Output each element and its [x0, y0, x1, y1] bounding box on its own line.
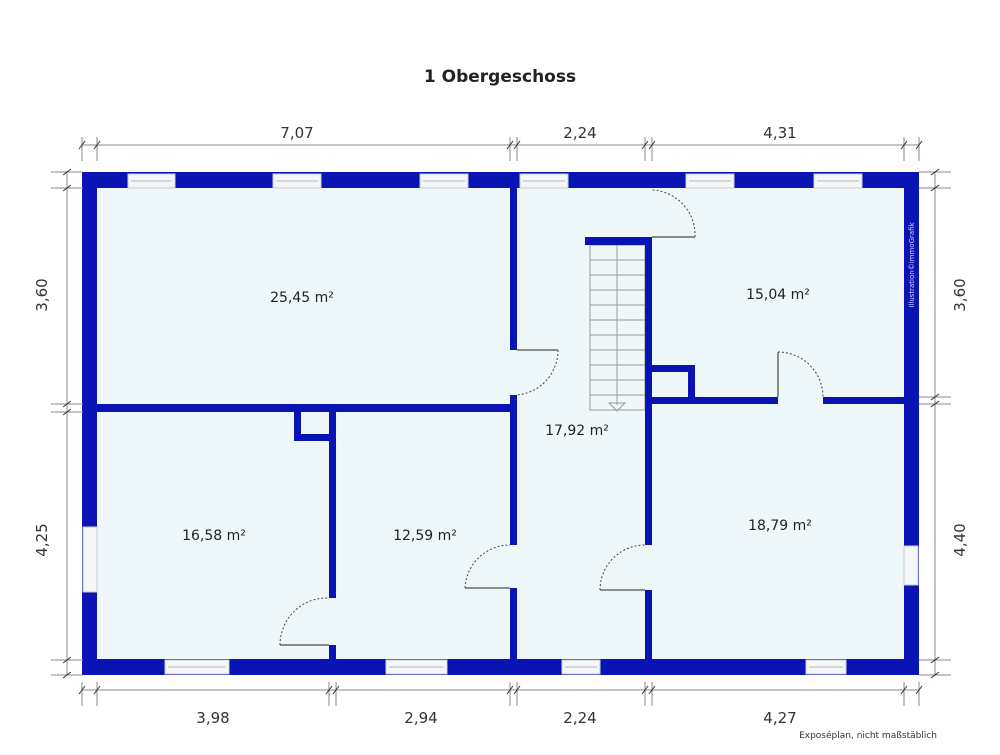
- wall: [82, 659, 919, 675]
- wall: [510, 588, 517, 660]
- dimension-slash: [930, 400, 940, 408]
- dim-top-2: 2,24: [563, 124, 596, 142]
- door-swing-arc: [599, 544, 646, 591]
- floor-area: [97, 188, 904, 660]
- dimension-slash: [648, 685, 656, 695]
- dimension-slash: [506, 140, 514, 150]
- dimension-slash: [900, 685, 908, 695]
- wall: [585, 237, 652, 245]
- caption: Exposéplan, nicht maßstäblich: [799, 730, 937, 741]
- window: [82, 526, 98, 593]
- dimension-slash: [62, 656, 72, 664]
- room-area-label: 17,92 m²: [545, 423, 609, 439]
- door-swing-arc: [279, 597, 330, 646]
- wall: [82, 172, 919, 188]
- dimension-slash: [915, 140, 923, 150]
- dimension-slash: [325, 685, 333, 695]
- dimension-slash: [93, 140, 101, 150]
- dimension-slash: [78, 140, 86, 150]
- windows: [82, 173, 919, 675]
- dim-bottom-3: 2,24: [563, 709, 596, 727]
- room-area-label: 25,45 m²: [270, 290, 334, 306]
- dimension-slash: [930, 393, 940, 401]
- wall: [688, 365, 695, 404]
- dimension-lines: [51, 137, 951, 706]
- room-area-label: 12,59 m²: [393, 528, 457, 544]
- dimension-slash: [506, 685, 514, 695]
- room-area-label: 15,04 m²: [746, 287, 810, 303]
- wall: [294, 404, 331, 411]
- dim-right-1: 3,60: [951, 278, 969, 311]
- dimension-slash: [62, 184, 72, 192]
- dimension-slash: [930, 168, 940, 176]
- dim-left-1: 3,60: [33, 278, 51, 311]
- wall: [510, 188, 517, 350]
- wall: [652, 397, 778, 404]
- watermark: Illustration©immoGrafik: [908, 221, 916, 307]
- stair-arrow-icon: [607, 402, 627, 412]
- dim-bottom-1: 3,98: [196, 709, 229, 727]
- dimension-slash: [62, 168, 72, 176]
- wall: [823, 397, 904, 404]
- dimension-slash: [915, 685, 923, 695]
- dimension-slash: [513, 685, 521, 695]
- dimension-slash: [62, 400, 72, 408]
- dimension-slash: [930, 671, 940, 679]
- wall: [329, 645, 336, 660]
- plan-title: 1 Obergeschoss: [424, 67, 576, 87]
- dim-right-2: 4,40: [951, 523, 969, 556]
- dimension-slash: [93, 685, 101, 695]
- wall: [294, 434, 331, 441]
- room-area-label: 18,79 m²: [748, 518, 812, 534]
- dim-top-1: 7,07: [280, 124, 313, 142]
- room-area-label: 16,58 m²: [182, 528, 246, 544]
- dimension-slash: [930, 184, 940, 192]
- dim-bottom-4: 4,27: [763, 709, 796, 727]
- doors: [279, 189, 824, 646]
- dimension-slash: [641, 685, 649, 695]
- dimension-slash: [900, 140, 908, 150]
- wall: [510, 395, 517, 545]
- dimension-slash: [62, 671, 72, 679]
- door-swing-arc: [516, 349, 559, 396]
- dimension-slash: [641, 140, 649, 150]
- dim-left-2: 4,25: [33, 523, 51, 556]
- door-swing-arc: [651, 189, 696, 238]
- dimension-slash: [78, 685, 86, 695]
- wall: [294, 404, 301, 441]
- wall: [652, 365, 695, 372]
- dim-top-3: 4,31: [763, 124, 796, 142]
- wall: [645, 237, 652, 545]
- door-swing-arc: [464, 544, 511, 589]
- dimension-slash: [62, 408, 72, 416]
- dim-bottom-2: 2,94: [404, 709, 437, 727]
- wall: [645, 590, 652, 660]
- dimension-slash: [332, 685, 340, 695]
- door-swing-arc: [777, 351, 824, 398]
- dimension-slash: [930, 656, 940, 664]
- wall: [82, 172, 97, 675]
- dimension-slash: [648, 140, 656, 150]
- wall: [329, 404, 336, 598]
- dimension-slash: [513, 140, 521, 150]
- window: [903, 545, 919, 586]
